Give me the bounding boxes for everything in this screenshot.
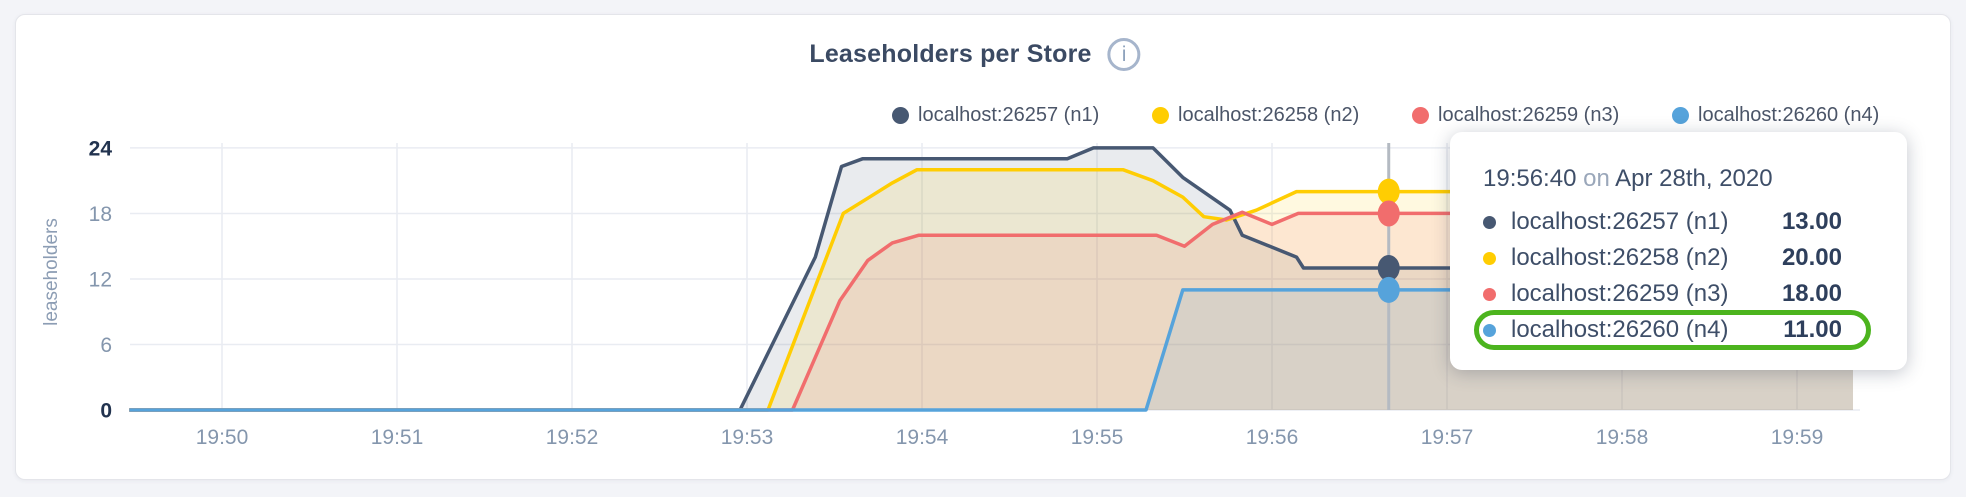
tooltip-series-row-n1: localhost:26257 (n1) 13.00 [1483,204,1868,240]
tooltip-series-row-n4: localhost:26260 (n4) 11.00 [1483,312,1868,348]
x-tick-label: 19:58 [1596,426,1649,449]
y-tick-label: 12 [89,268,112,291]
tooltip-series-label: localhost:26259 (n3) [1511,280,1729,307]
y-tick-label: 18 [89,203,112,226]
tooltip-series-label: localhost:26260 (n4) [1511,316,1729,343]
y-tick-label: 0 [100,400,112,423]
tooltip-series-value: 13.00 [1781,208,1842,235]
legend-item-n2: localhost:26258 (n2) [1152,104,1412,127]
hover-point-marker-n1 [1377,255,1400,282]
legend-swatch-icon [1152,107,1169,124]
legend-item-n4: localhost:26260 (n4) [1672,104,1932,127]
series-area-n1 [129,147,1853,410]
series-area-n4 [129,289,1853,410]
tooltip-series-label: localhost:26257 (n1) [1511,208,1729,235]
chart-title: Leaseholders per Store [809,40,1092,68]
tooltip-date: Apr 28th, 2020 [1615,165,1773,192]
x-tick-label: 19:56 [1246,426,1299,449]
x-tick-label: 19:59 [1771,426,1824,449]
tooltip-series-dot-icon [1483,215,1496,229]
chart-tooltip: 19:56:40 on Apr 28th, 2020 localhost:262… [1450,132,1907,370]
legend-swatch-icon [1412,107,1429,124]
x-tick-label: 19:51 [371,426,424,449]
series-line-n2 [129,168,1853,412]
tooltip-rows: localhost:26257 (n1) 13.00 localhost:26258… [1483,204,1868,348]
tooltip-timestamp: 19:56:40 on Apr 28th, 2020 [1483,165,1773,193]
hover-point-marker-n4 [1377,276,1400,303]
x-tick-label: 19:50 [196,426,249,449]
y-axis-title: leaseholders [41,218,62,326]
legend-label: localhost:26258 (n2) [1178,104,1360,126]
hover-point-marker-n2 [1377,178,1400,205]
tooltip-time: 19:56:40 [1483,165,1577,192]
legend-item-n1: localhost:26257 (n1) [892,104,1152,127]
tooltip-series-value: 20.00 [1781,244,1842,271]
legend-swatch-icon [892,107,909,124]
series-area-n3 [129,212,1853,410]
x-tick-label: 19:55 [1071,426,1124,449]
tooltip-preposition: on [1583,165,1610,192]
x-tick-label: 19:53 [721,426,774,449]
tooltip-series-row-n3: localhost:26259 (n3) 18.00 [1483,276,1868,312]
tooltip-series-dot-icon [1483,287,1496,301]
series-area-n2 [129,169,1853,410]
tooltip-series-dot-icon [1483,251,1496,265]
y-tick-label: 24 [89,137,113,160]
legend-item-n3: localhost:26259 (n3) [1412,104,1672,127]
series-line-n1 [129,146,1853,412]
info-icon[interactable]: i [1107,38,1141,71]
tooltip-series-value: 18.00 [1781,280,1842,307]
tooltip-series-value: 11.00 [1783,316,1842,343]
tooltip-series-row-n2: localhost:26258 (n2) 20.00 [1483,240,1868,276]
series-line-n3 [129,210,1853,412]
y-tick-label: 6 [100,334,112,357]
x-tick-label: 19:57 [1421,426,1474,449]
hover-point-marker-n3 [1377,200,1400,227]
legend-label: localhost:26260 (n4) [1698,104,1880,126]
legend-swatch-icon [1672,107,1689,124]
legend-label: localhost:26257 (n1) [918,104,1100,126]
x-tick-label: 19:52 [546,426,599,449]
x-tick-label: 19:54 [896,426,949,449]
chart-header: Leaseholders per Store i [809,38,1141,71]
tooltip-series-dot-icon [1483,323,1496,337]
legend-label: localhost:26259 (n3) [1438,104,1620,126]
chart-legend: localhost:26257 (n1) localhost:26258 (n2)… [892,104,1932,127]
tooltip-series-label: localhost:26258 (n2) [1511,244,1729,271]
